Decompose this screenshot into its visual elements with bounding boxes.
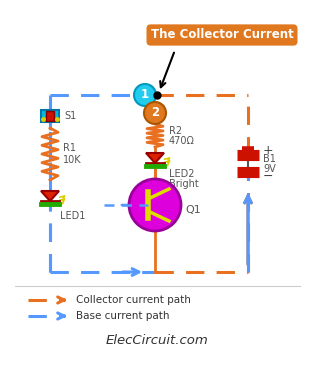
- Text: Bright: Bright: [169, 179, 199, 189]
- Polygon shape: [41, 191, 59, 201]
- Text: LED1: LED1: [60, 211, 85, 221]
- Polygon shape: [146, 153, 164, 163]
- Text: S1: S1: [64, 111, 76, 121]
- Text: −: −: [263, 170, 273, 183]
- Text: R1: R1: [63, 143, 76, 153]
- Text: Collector current path: Collector current path: [76, 295, 191, 305]
- Text: 2: 2: [151, 106, 159, 119]
- Text: R2: R2: [169, 126, 182, 135]
- Text: +: +: [263, 145, 274, 158]
- Text: 10K: 10K: [63, 155, 82, 165]
- Text: LED2: LED2: [169, 169, 194, 179]
- Circle shape: [144, 102, 166, 124]
- Text: B1: B1: [263, 154, 276, 165]
- Circle shape: [129, 179, 181, 231]
- Text: Base current path: Base current path: [76, 311, 169, 321]
- Text: Q1: Q1: [185, 205, 201, 215]
- Text: 9V: 9V: [263, 165, 276, 174]
- Circle shape: [134, 84, 156, 106]
- Text: The Collector Current: The Collector Current: [151, 28, 293, 41]
- FancyBboxPatch shape: [46, 111, 54, 121]
- Text: ElecCircuit.com: ElecCircuit.com: [106, 333, 209, 346]
- Text: 1: 1: [141, 89, 149, 101]
- FancyBboxPatch shape: [41, 110, 59, 122]
- Text: 470Ω: 470Ω: [169, 136, 195, 147]
